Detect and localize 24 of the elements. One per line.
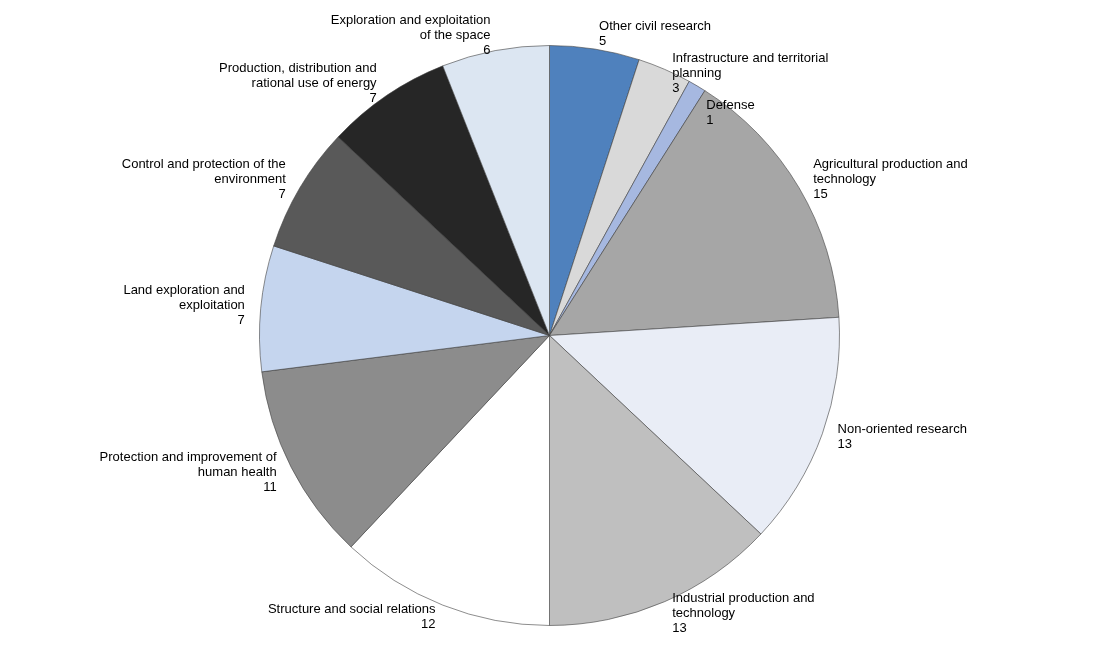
slice-label: Other civil research — [599, 18, 712, 34]
slice-label: Production, distribution and rational use of energy — [219, 59, 378, 90]
slice-label: Infrastructure and territorial planning — [672, 50, 829, 81]
data-label: 15 — [813, 186, 828, 202]
data-label: 11 — [263, 479, 277, 495]
slice-label: Structure and social relations — [267, 601, 437, 617]
data-label: 13 — [672, 620, 687, 635]
slice-label: Defense — [706, 97, 755, 113]
slice-label: Agricultural production and technology — [813, 156, 968, 187]
data-label: 7 — [237, 312, 245, 328]
slice-label: Exploration and exploitation of the space — [330, 12, 491, 43]
slice-label: Protection and improvement of human health — [99, 449, 278, 480]
data-label: 3 — [672, 80, 680, 96]
slice-label: Control and protection of the environment — [121, 156, 287, 187]
data-label: 6 — [483, 42, 491, 58]
data-label: 7 — [369, 89, 377, 105]
slice-label: Land exploration and exploitation — [123, 282, 245, 313]
data-label: 5 — [599, 33, 607, 49]
data-label: 12 — [421, 616, 436, 632]
slice-label: Non-oriented research — [837, 421, 967, 437]
data-label: 13 — [837, 436, 852, 452]
data-label: 1 — [706, 112, 714, 128]
data-label: 7 — [278, 186, 286, 202]
slice-label: Industrial production and technology — [672, 590, 815, 620]
